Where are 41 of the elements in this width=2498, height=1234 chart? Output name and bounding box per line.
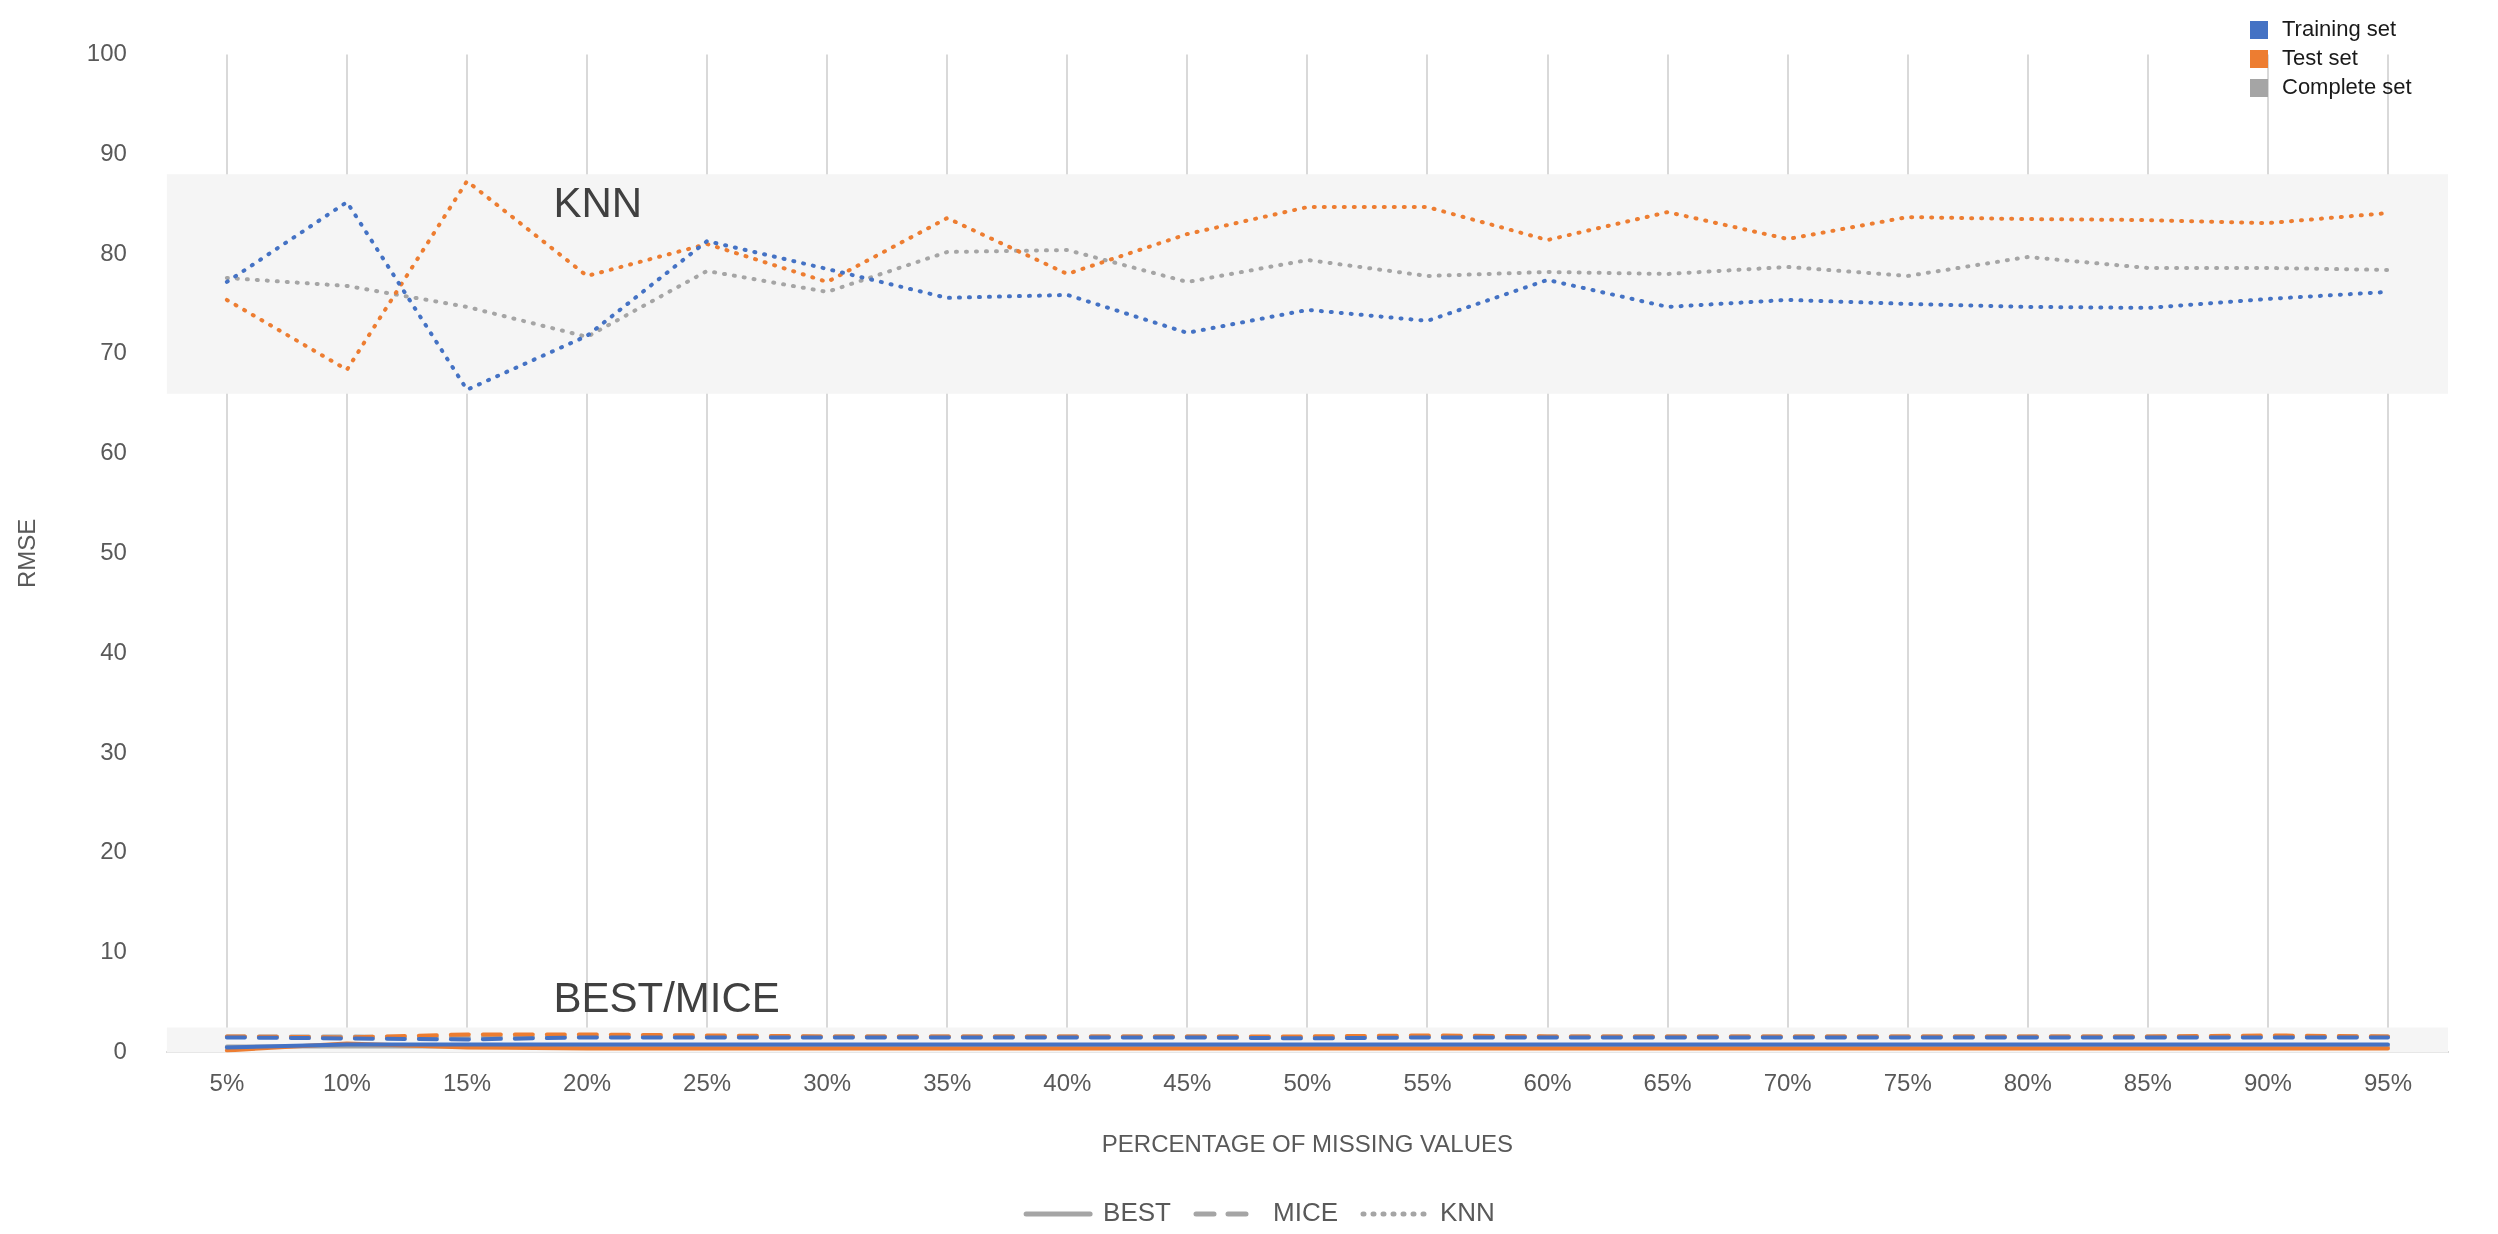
x-tick-label: 90% — [2243, 1069, 2292, 1097]
band-label: BEST/MICE — [553, 974, 780, 1022]
x-axis-title: PERCENTAGE OF MISSING VALUES — [1101, 1130, 1514, 1158]
y-tick-label: 70 — [100, 338, 127, 366]
line-series — [224, 248, 2390, 339]
x-tick-label: 65% — [1643, 1069, 1692, 1097]
y-tick-label: 30 — [100, 737, 127, 765]
x-tick-label: 30% — [803, 1069, 852, 1097]
y-tick-label: 0 — [113, 1037, 127, 1065]
x-tick-label: 20% — [563, 1069, 612, 1097]
y-axis-title: RMSE — [13, 518, 41, 589]
y-tick-label: 60 — [100, 438, 127, 466]
x-tick-label: 75% — [1883, 1069, 1932, 1097]
x-tick-label: 85% — [2123, 1069, 2172, 1097]
x-tick-label: 15% — [442, 1069, 492, 1097]
x-tick-label: 5% — [209, 1069, 245, 1097]
x-tick-label: 45% — [1163, 1069, 1212, 1097]
band-label: KNN — [553, 178, 643, 226]
x-tick-label: 40% — [1043, 1069, 1092, 1097]
x-tick-label: 60% — [1523, 1069, 1572, 1097]
y-tick-label: 80 — [100, 238, 127, 266]
x-tick-label: 80% — [2003, 1069, 2052, 1097]
legend-label: Complete set — [2282, 74, 2412, 100]
x-tick-label: 70% — [1763, 1069, 1812, 1097]
y-tick-label: 100 — [86, 39, 127, 67]
legend-label: Test set — [2282, 45, 2358, 71]
y-tick-label: 10 — [100, 937, 127, 965]
x-tick-label: 10% — [322, 1069, 371, 1097]
x-tick-label: 95% — [2363, 1069, 2412, 1097]
y-tick-label: 50 — [100, 538, 127, 566]
y-tick-label: 90 — [100, 138, 127, 166]
x-tick-label: 35% — [923, 1069, 972, 1097]
x-tick-label: 25% — [683, 1069, 732, 1097]
x-tick-label: 55% — [1403, 1069, 1452, 1097]
text: BEST — [1103, 1197, 1172, 1228]
text: MICE — [1273, 1197, 1339, 1228]
text: KNN — [1440, 1197, 1495, 1228]
y-tick-label: 40 — [100, 637, 127, 665]
legend-label: Training set — [2282, 16, 2397, 42]
x-tick-label: 50% — [1283, 1069, 1332, 1097]
y-tick-label: 20 — [100, 837, 127, 865]
